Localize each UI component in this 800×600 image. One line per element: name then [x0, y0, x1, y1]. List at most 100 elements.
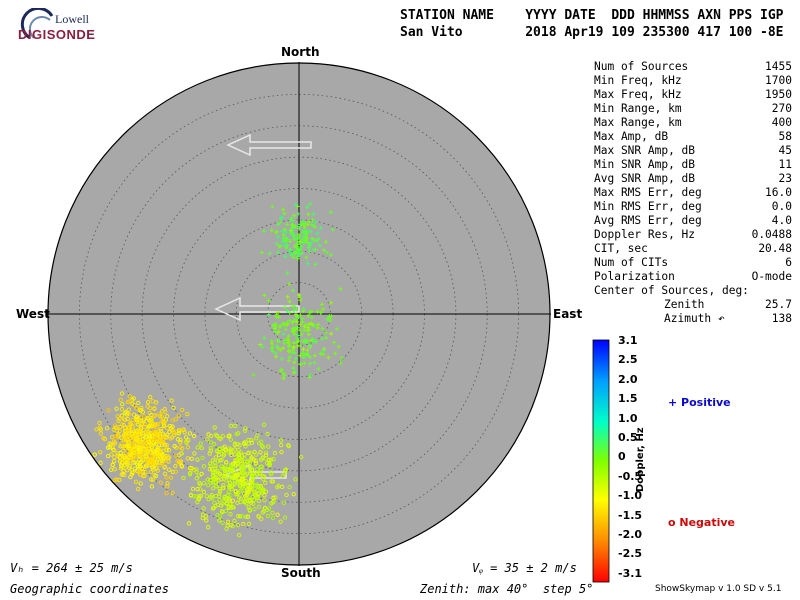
negative-doppler-point	[148, 395, 153, 400]
negative-doppler-point	[205, 437, 210, 442]
negative-doppler-point	[195, 457, 200, 462]
negative-doppler-point	[244, 501, 249, 506]
negative-doppler-point	[217, 498, 222, 503]
positive-doppler-point	[297, 293, 302, 298]
positive-doppler-point	[305, 338, 310, 343]
negative-doppler-point	[161, 420, 166, 425]
positive-doppler-point	[292, 250, 297, 255]
negative-doppler-point	[244, 490, 249, 495]
positive-doppler-point	[262, 229, 267, 234]
negative-doppler-point	[217, 489, 223, 494]
negative-doppler-point	[214, 448, 220, 454]
negative-doppler-point	[163, 453, 168, 459]
center-label: Azimuth ↶	[664, 312, 725, 325]
positive-doppler-point	[308, 229, 313, 234]
positive-doppler-point	[278, 347, 283, 352]
negative-doppler-point	[148, 469, 153, 475]
negative-doppler-point	[127, 412, 132, 417]
positive-doppler-point	[301, 240, 306, 245]
positive-doppler-point	[266, 312, 271, 317]
negative-doppler-point	[135, 422, 140, 427]
negative-doppler-point	[213, 432, 218, 437]
positive-doppler-point	[304, 231, 309, 236]
version-label: ShowSkymap v 1.0 SD v 5.1	[655, 584, 782, 594]
positive-doppler-point	[292, 243, 297, 248]
negative-doppler-point	[186, 438, 191, 443]
negative-doppler-point	[242, 428, 248, 433]
positive-doppler-point	[279, 367, 284, 372]
positive-doppler-point	[302, 225, 307, 230]
colorbar-tick: 3.1	[618, 334, 638, 347]
positive-doppler-point	[298, 353, 303, 358]
positive-doppler-point	[267, 251, 272, 256]
drift-arrow-north	[226, 133, 312, 157]
positive-doppler-point	[309, 315, 314, 320]
negative-doppler-point	[155, 456, 161, 461]
negative-doppler-point	[219, 477, 224, 482]
stat-value: 270	[771, 102, 792, 115]
positive-doppler-point	[307, 375, 312, 380]
negative-doppler-point	[248, 479, 253, 484]
negative-doppler-point	[210, 486, 216, 491]
negative-doppler-point	[144, 454, 149, 459]
negative-doppler-point	[238, 496, 243, 501]
negative-doppler-point	[159, 414, 165, 419]
negative-doppler-point	[132, 466, 138, 471]
positive-doppler-point	[288, 228, 293, 233]
negative-doppler-point	[200, 515, 205, 521]
positive-doppler-point	[260, 344, 265, 349]
negative-doppler-point	[215, 459, 220, 464]
negative-doppler-point	[195, 487, 200, 492]
negative-doppler-point	[136, 400, 141, 406]
negative-doppler-point	[123, 463, 128, 468]
negative-doppler-point	[278, 519, 283, 524]
negative-doppler-point	[179, 451, 184, 456]
negative-doppler-point	[221, 483, 226, 488]
negative-doppler-point	[165, 414, 170, 419]
negative-doppler-point	[105, 453, 111, 459]
lowell-logo	[8, 6, 88, 50]
stat-row: Min RMS Err, deg 0.0	[594, 200, 792, 214]
negative-doppler-point	[101, 435, 106, 441]
positive-doppler-point	[298, 312, 303, 317]
negative-doppler-point	[219, 509, 225, 514]
negative-doppler-point	[129, 442, 134, 448]
positive-doppler-point	[321, 248, 326, 253]
stat-value: 0.0488	[751, 228, 792, 241]
negative-doppler-point	[189, 456, 194, 461]
positive-doppler-point	[330, 227, 335, 232]
negative-doppler-point	[219, 464, 224, 469]
negative-doppler-point	[259, 444, 265, 449]
negative-doppler-point	[220, 501, 225, 506]
negative-doppler-point	[240, 481, 245, 487]
negative-doppler-point	[118, 397, 123, 403]
negative-doppler-point	[150, 433, 155, 439]
negative-doppler-point	[239, 487, 244, 492]
negative-doppler-point	[225, 519, 231, 524]
colorbar-tick: 2.0	[618, 372, 638, 386]
positive-doppler-point	[283, 230, 288, 235]
negative-doppler-point	[270, 500, 276, 505]
negative-doppler-point	[222, 452, 227, 457]
negative-doppler-point	[208, 448, 213, 453]
negative-doppler-point	[156, 442, 162, 448]
negative-doppler-point	[257, 470, 263, 476]
negative-doppler-point	[149, 477, 154, 482]
stat-value: 45	[778, 144, 792, 157]
negative-doppler-point	[247, 498, 253, 503]
negative-doppler-point	[271, 457, 276, 462]
negative-doppler-point	[245, 514, 251, 519]
doppler-colorbar	[592, 339, 610, 583]
positive-doppler-point	[274, 241, 279, 246]
positive-doppler-point	[298, 343, 303, 348]
stat-label: Avg RMS Err, deg	[594, 214, 702, 227]
negative-doppler-point	[222, 466, 228, 472]
negative-doppler-point	[228, 512, 233, 517]
negative-doppler-point	[208, 440, 214, 445]
positive-doppler-point	[275, 250, 280, 255]
negative-doppler-point	[145, 460, 150, 466]
positive-doppler-point	[285, 320, 290, 325]
stat-row: Max Range, km 400	[594, 116, 792, 130]
negative-doppler-point	[235, 522, 240, 528]
positive-doppler-point	[287, 310, 292, 315]
